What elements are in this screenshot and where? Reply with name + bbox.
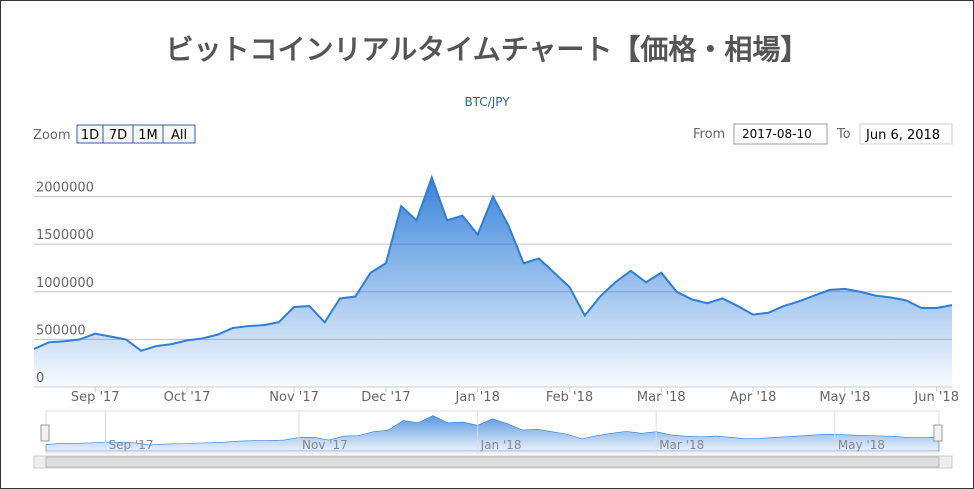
x-tick-label: Dec '17	[361, 390, 410, 405]
from-label: From	[693, 127, 725, 142]
chart-subtitle: BTC/JPY	[464, 95, 510, 109]
navigator-label: Nov '17	[302, 438, 348, 452]
zoom-label: Zoom	[33, 128, 70, 143]
zoom-button-label[interactable]: 1D	[81, 128, 99, 143]
navigator-label: May '18	[838, 438, 885, 452]
navigator-label: Jan '18	[480, 438, 522, 452]
scrollbar-thumb[interactable]	[45, 456, 940, 468]
y-tick-label: 1000000	[36, 276, 94, 291]
navigator-label: Mar '18	[659, 438, 704, 452]
navigator-handle[interactable]	[933, 424, 943, 442]
navigator-label: Sep '17	[109, 438, 154, 452]
x-tick-label: Apr '18	[730, 390, 777, 405]
x-tick-label: Jun '18	[913, 390, 959, 405]
x-tick-label: Sep '17	[71, 390, 120, 405]
x-tick-label: Nov '17	[269, 390, 319, 405]
from-value[interactable]: 2017-08-10	[742, 127, 812, 141]
y-tick-label: 500000	[36, 323, 86, 338]
x-tick-label: Mar '18	[637, 390, 686, 405]
to-input[interactable]	[859, 123, 953, 145]
zoom-button-label[interactable]: All	[171, 128, 187, 143]
navigator-area	[45, 415, 940, 452]
x-tick-label: Oct '17	[164, 390, 211, 405]
to-value[interactable]: Jun 6, 2018	[865, 128, 940, 143]
x-tick-label: Jan '18	[455, 390, 500, 405]
navigator-handle[interactable]	[40, 424, 50, 442]
zoom-button[interactable]	[162, 124, 196, 144]
from-input[interactable]	[733, 123, 828, 145]
y-tick-label: 2000000	[36, 181, 94, 196]
x-tick-label: May '18	[819, 390, 870, 405]
y-tick-label: 1500000	[36, 228, 94, 243]
zoom-button-label[interactable]: 7D	[109, 128, 127, 143]
area-line	[33, 174, 953, 352]
zoom-button-label[interactable]: 1M	[138, 128, 158, 143]
navigator: Sep '17 Nov '17 Jan '18 Mar '18 May '18	[33, 410, 953, 469]
to-label: To	[836, 127, 851, 142]
area-fill	[34, 177, 952, 387]
x-tick-label: Feb '18	[546, 390, 593, 405]
chart-title: ビットコインリアルタイムチャート【価格・相場】	[166, 33, 809, 66]
